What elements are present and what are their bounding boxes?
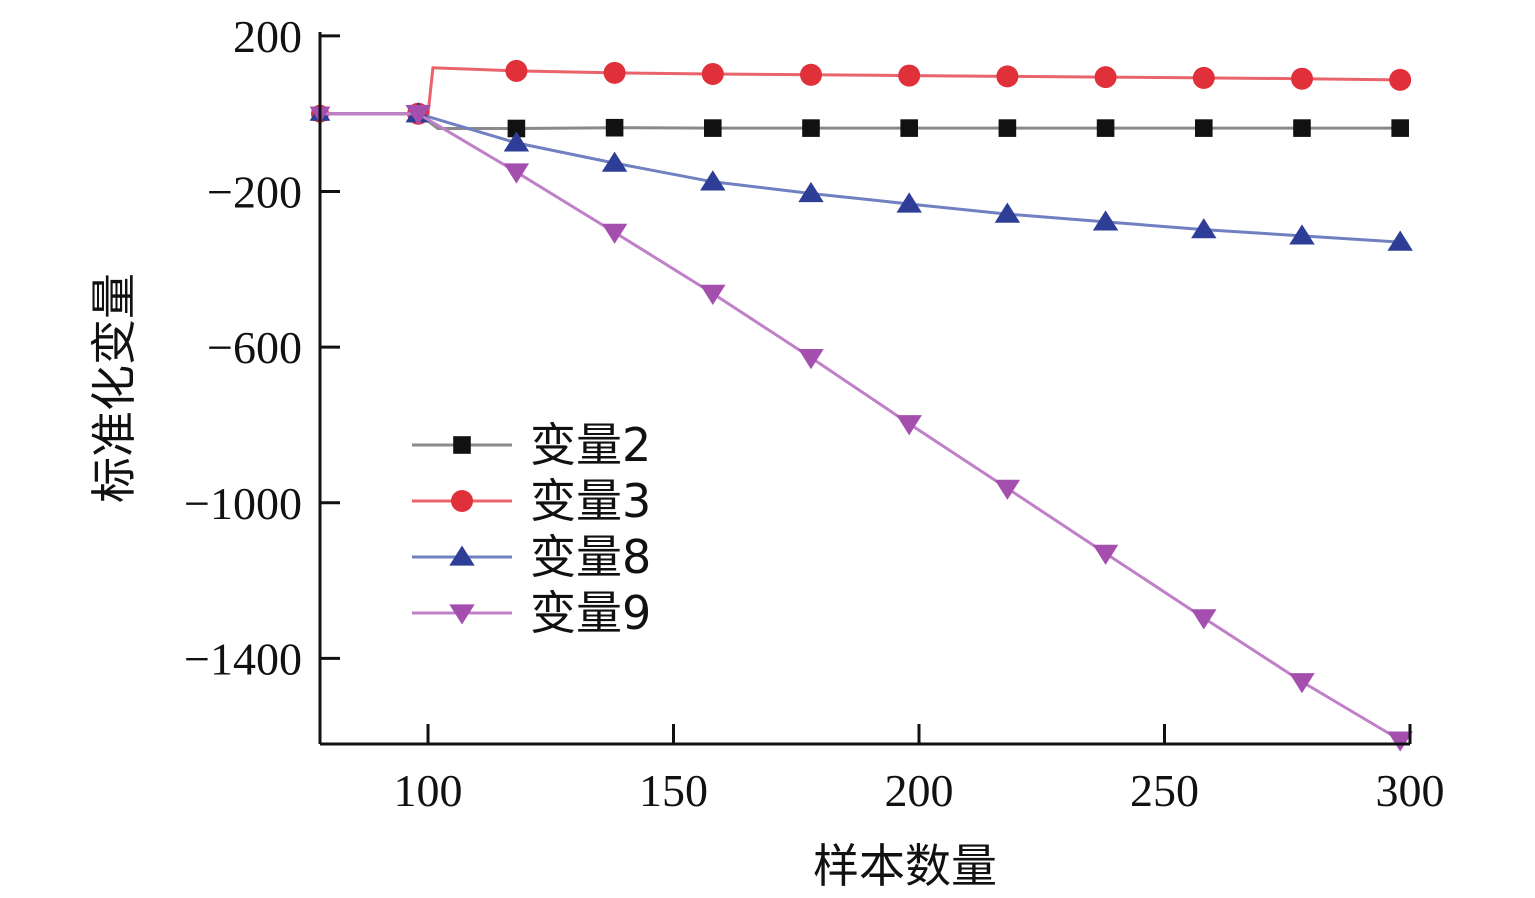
legend-item: 变量9: [412, 586, 651, 640]
legend-marker: [449, 604, 475, 625]
data-point: [405, 105, 431, 126]
data-point: [998, 119, 1017, 137]
data-point: [802, 119, 820, 137]
data-point: [1387, 230, 1413, 251]
y-tick-label: −1400: [184, 633, 302, 684]
data-point: [603, 61, 626, 84]
data-point: [507, 119, 526, 138]
series-4: [309, 105, 1413, 752]
data-point: [1290, 67, 1313, 90]
data-point: [701, 63, 724, 86]
data-point: [1191, 609, 1217, 630]
legend-marker: [453, 436, 471, 454]
series-1: [312, 104, 1409, 138]
x-tick-label: 150: [639, 765, 708, 816]
legend-label: 变量2: [530, 418, 651, 472]
series-line: [320, 112, 1401, 244]
x-tick-label: 200: [885, 765, 954, 816]
legend-item: 变量2: [412, 418, 651, 472]
data-point: [700, 170, 726, 191]
x-axis-title: 样本数量: [813, 839, 997, 893]
data-point: [896, 192, 922, 213]
series-3: [309, 102, 1413, 251]
data-point: [605, 118, 624, 137]
legend-label: 变量8: [530, 530, 651, 584]
data-point: [1094, 66, 1117, 89]
legend-label: 变量9: [530, 586, 651, 640]
data-point: [994, 479, 1021, 500]
x-tick-label: 250: [1130, 765, 1199, 816]
y-ticks: 200 −200 −600 −1000 −1400: [184, 11, 340, 684]
y-tick-label: −600: [207, 322, 302, 373]
data-point: [898, 64, 921, 87]
y-tick-label: −200: [207, 167, 302, 218]
y-axis-title: 标准化变量: [87, 273, 141, 503]
plot-area: [309, 59, 1413, 752]
data-point: [994, 202, 1021, 223]
data-point: [1194, 119, 1213, 137]
legend-item: 变量3: [412, 474, 651, 528]
data-point: [601, 223, 628, 244]
legend-marker: [451, 490, 473, 512]
data-point: [900, 119, 918, 137]
x-ticks: 100 150 200 250 300: [394, 724, 1445, 816]
series-line: [320, 112, 1401, 130]
data-point: [799, 63, 822, 86]
data-point: [601, 151, 628, 172]
data-point: [700, 284, 726, 306]
data-point: [505, 59, 528, 82]
data-point: [1289, 224, 1315, 245]
data-point: [1289, 673, 1315, 694]
data-point: [1092, 210, 1119, 231]
x-tick-label: 100: [394, 765, 463, 816]
data-point: [703, 119, 722, 137]
data-point: [1389, 68, 1412, 91]
data-point: [1192, 66, 1215, 89]
data-point: [503, 131, 530, 152]
axes: [318, 32, 1410, 746]
series-line: [320, 112, 1401, 742]
legend-marker: [449, 545, 475, 566]
data-point: [1387, 731, 1413, 752]
data-point: [503, 163, 530, 184]
data-point: [1293, 119, 1311, 137]
data-point: [896, 415, 922, 436]
y-tick-label: −1000: [184, 478, 302, 529]
x-tick-label: 300: [1376, 765, 1445, 816]
data-point: [1391, 119, 1409, 137]
y-tick-label: 200: [233, 11, 302, 62]
data-point: [996, 65, 1019, 88]
data-point: [798, 348, 824, 370]
data-point: [1191, 218, 1217, 239]
data-point: [1096, 119, 1115, 137]
data-point: [1092, 544, 1119, 565]
series-2: [311, 59, 1412, 125]
data-point: [798, 181, 824, 203]
series-line: [320, 66, 1401, 116]
legend-label: 变量3: [530, 474, 651, 528]
legend-item: 变量8: [412, 530, 651, 584]
